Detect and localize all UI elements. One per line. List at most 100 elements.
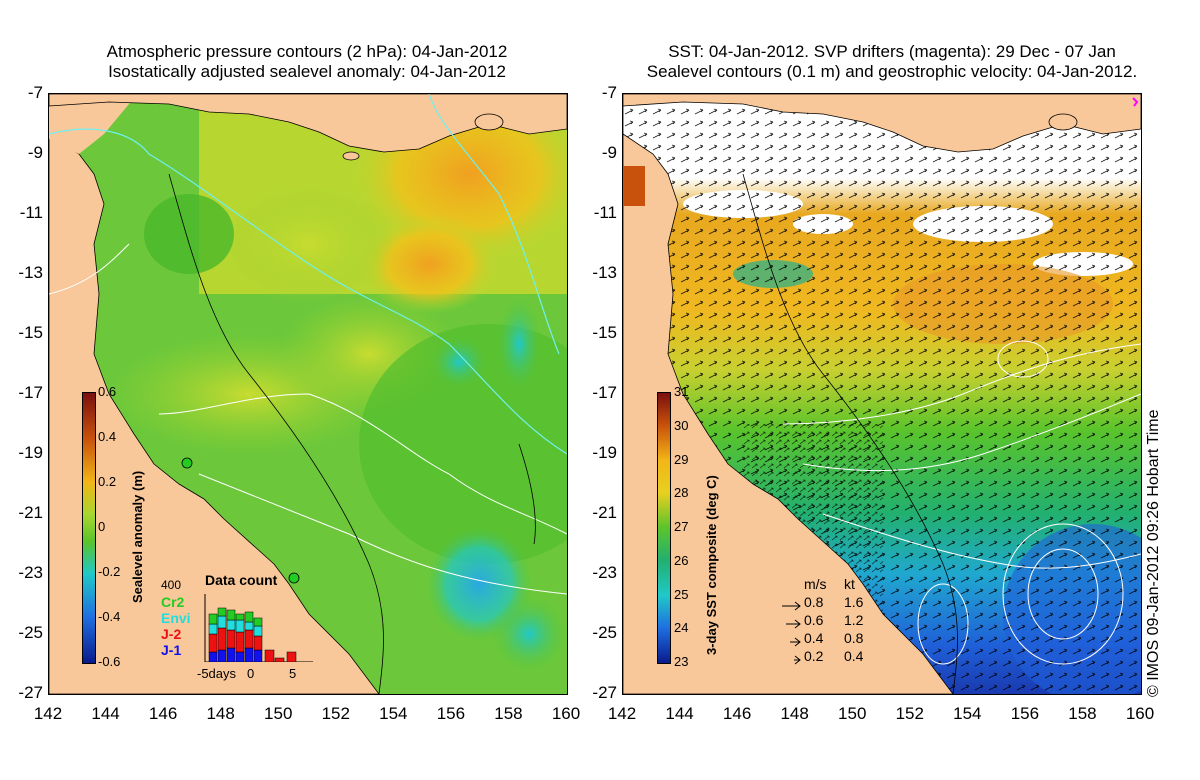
- x-tick-label: 144: [665, 704, 694, 723]
- satellite-label: Envi: [161, 610, 191, 626]
- satellite-label: J-1: [161, 642, 182, 658]
- data-count-bar: [253, 649, 263, 662]
- y-tick-label: -11: [19, 203, 43, 222]
- y-tick-label: -15: [18, 323, 43, 342]
- data-count-bar: [217, 615, 227, 629]
- left-colorbar-tick: -0.6: [98, 654, 121, 669]
- y-tick-label: -17: [592, 383, 617, 402]
- velocity-legend-ms: 0.6: [804, 612, 824, 628]
- velocity-legend: m/s kt 0.8 1.6 0.6 1.2 0.4 0.8 0.2 0.4: [780, 576, 880, 666]
- left-title-line1: Atmospheric pressure contours (2 hPa): 0…: [106, 42, 508, 61]
- velocity-legend-ms: 0.4: [804, 630, 824, 646]
- velocity-legend-header-kt: kt: [844, 576, 855, 592]
- velocity-legend-ms: 0.8: [804, 594, 824, 610]
- x-tick-label: 146: [148, 704, 178, 723]
- y-tick-label: -19: [592, 443, 617, 462]
- velocity-legend-kt: 0.4: [844, 648, 864, 664]
- x-tick-label: 156: [1010, 704, 1040, 723]
- left-colorbar-label: Sealevel anomaly (m): [130, 470, 145, 603]
- left-colorbar-tick: -0.2: [98, 564, 121, 579]
- data-count-bar: [274, 657, 285, 662]
- x-tick-label: 152: [895, 704, 924, 723]
- y-tick-label: -21: [18, 503, 43, 522]
- data-count-bar: [244, 629, 254, 649]
- data-count-bar: [208, 651, 218, 662]
- right-colorbar-tick: 25: [674, 586, 689, 602]
- velocity-arrow-icon: [794, 652, 814, 670]
- data-count-bar: [217, 649, 227, 662]
- right-colorbar-tick: 27: [674, 519, 689, 534]
- y-tick-label: -15: [592, 323, 617, 342]
- velocity-arrow-icon: [782, 598, 802, 616]
- right-colorbar-tick: 26: [674, 552, 689, 568]
- x-tick-label: 158: [494, 704, 523, 723]
- data-count-xlabel-mid: 0: [247, 666, 255, 681]
- data-count-bar: [208, 633, 218, 653]
- data-count-bar: [235, 631, 245, 653]
- data-count-xlabel-left: -5days: [197, 666, 237, 681]
- left-colorbar-tick: 0.4: [98, 429, 117, 444]
- data-count-bar: [217, 627, 227, 651]
- x-tick-label: 158: [1068, 704, 1097, 723]
- data-count-bar: [226, 609, 236, 621]
- x-tick-label: 146: [722, 704, 752, 723]
- x-tick-label: 142: [33, 704, 63, 723]
- sealevel-anomaly-map[interactable]: [48, 93, 568, 695]
- y-tick-label: -23: [18, 563, 43, 582]
- data-count-bar: [208, 623, 218, 635]
- y-tick-label: -27: [592, 683, 617, 702]
- x-tick-label: 148: [206, 704, 235, 723]
- left-colorbar-tick: -0.4: [98, 609, 121, 624]
- data-count-bar: [244, 621, 254, 631]
- x-tick-label: 152: [321, 704, 350, 723]
- data-count-bar: [226, 619, 236, 631]
- x-tick-label: 144: [91, 704, 120, 723]
- x-tick-label: 156: [436, 704, 466, 723]
- sealevel-map-graphic: [49, 94, 567, 694]
- y-tick-label: -19: [18, 443, 43, 462]
- y-tick-label: -13: [592, 263, 617, 282]
- data-count-bars: [204, 594, 313, 662]
- data-count-bar: [235, 619, 245, 633]
- x-tick-label: 150: [264, 704, 293, 723]
- imos-credit: © IMOS 09-Jan-2012 09:26 Hobart Time: [1145, 409, 1162, 697]
- data-count-bar: [208, 613, 218, 625]
- sst-map-graphic: [623, 94, 1141, 694]
- y-tick-label: -21: [592, 503, 617, 522]
- data-count-bar: [286, 651, 297, 662]
- data-count-title: Data count: [205, 572, 278, 588]
- data-count-bar: [235, 613, 245, 621]
- right-colorbar-tick: 24: [674, 620, 689, 636]
- velocity-legend-ms: 0.2: [804, 648, 824, 664]
- velocity-arrow-icon: [790, 634, 810, 652]
- y-tick-label: -25: [18, 623, 43, 642]
- right-colorbar-tick: 28: [674, 485, 689, 501]
- data-count-bar: [217, 607, 227, 617]
- satellite-label: Cr2: [161, 594, 185, 610]
- right-colorbar-label: 3-day SST composite (deg C): [704, 475, 719, 655]
- y-tick-label: -13: [18, 263, 43, 282]
- left-colorbar: [82, 392, 96, 664]
- sst-map[interactable]: [622, 93, 1142, 695]
- right-colorbar-tick: 23: [674, 654, 689, 669]
- x-tick-label: 160: [551, 704, 581, 723]
- x-tick-label: 148: [780, 704, 809, 723]
- data-count-xlabel-right: 5: [289, 666, 297, 681]
- y-tick-label: -25: [592, 623, 617, 642]
- y-tick-label: -11: [593, 203, 617, 222]
- velocity-legend-kt: 0.8: [844, 630, 864, 646]
- data-count-bar: [264, 649, 275, 662]
- right-colorbar: [657, 392, 671, 664]
- data-count-bar: [244, 611, 254, 623]
- right-colorbar-tick: 31: [674, 384, 689, 399]
- data-count-ymax: 400: [161, 578, 182, 592]
- x-tick-label: 154: [379, 704, 408, 723]
- velocity-legend-kt: 1.2: [844, 612, 864, 628]
- data-count-bar: [253, 625, 263, 637]
- right-title-line1: SST: 04-Jan-2012. SVP drifters (magenta)…: [668, 42, 1116, 61]
- y-tick-label: -9: [601, 143, 617, 162]
- data-count-bar: [244, 647, 254, 662]
- y-tick-label: -17: [18, 383, 43, 402]
- velocity-arrow-icon: [786, 616, 806, 634]
- y-tick-label: -7: [601, 83, 617, 102]
